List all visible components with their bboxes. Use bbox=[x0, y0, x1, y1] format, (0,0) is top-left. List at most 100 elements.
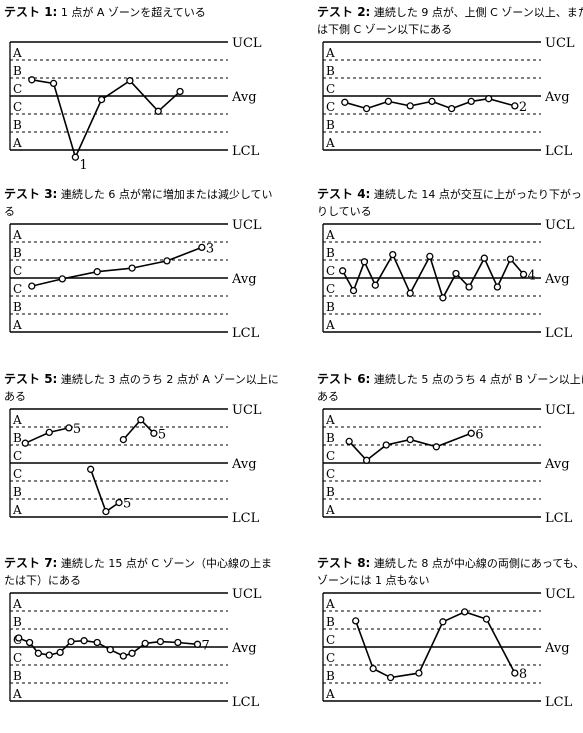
avg-label: Avg bbox=[544, 641, 570, 656]
panel-title: テスト 8: 連続した 8 点が中心線の両側にあっても、C ゾーンには 1 点も… bbox=[317, 555, 583, 589]
test-description: 連続した 3 点のうち 2 点が A ゾーン以上にある bbox=[4, 373, 279, 403]
data-point bbox=[452, 269, 460, 278]
ucl-label: UCL bbox=[232, 218, 262, 233]
data-point bbox=[15, 634, 23, 642]
zone-label: C bbox=[13, 449, 22, 463]
data-point bbox=[482, 615, 491, 623]
data-series-line bbox=[89, 469, 120, 513]
control-chart: ABCCBAUCLAvgLCL7 bbox=[9, 587, 262, 710]
zone-label: A bbox=[12, 413, 22, 427]
test-callout: 8 bbox=[519, 667, 527, 682]
test-callout: 5 bbox=[158, 427, 166, 442]
ucl-label: UCL bbox=[232, 587, 262, 602]
data-point bbox=[345, 437, 353, 446]
data-point bbox=[65, 424, 73, 432]
panel-title: テスト 3: 連続した 6 点が常に増加または減少している bbox=[4, 186, 280, 220]
test-description: 連続した 15 点が C ゾーン（中心線の上または下）にある bbox=[4, 557, 272, 587]
data-point bbox=[467, 97, 475, 106]
data-point bbox=[352, 617, 360, 625]
data-series-line bbox=[31, 246, 203, 287]
zone-label: A bbox=[325, 413, 335, 427]
test-panel-2: テスト 2: 連続した 9 点が、上側 C ゾーン以上、または下側 C ゾーン以… bbox=[317, 4, 583, 182]
avg-label: Avg bbox=[544, 272, 570, 287]
ucl-label: UCL bbox=[232, 36, 262, 51]
data-point bbox=[406, 102, 414, 110]
ucl-label: UCL bbox=[545, 36, 575, 51]
data-series-line bbox=[122, 418, 155, 441]
test-description: 連続した 8 点が中心線の両側にあっても、C ゾーンには 1 点もない bbox=[317, 557, 583, 587]
data-point bbox=[349, 286, 358, 295]
avg-label: Avg bbox=[544, 457, 570, 472]
panel-title: テスト 1: 1 点が A ゾーンを超えている bbox=[4, 4, 280, 21]
data-point bbox=[141, 639, 149, 648]
data-point bbox=[428, 97, 436, 106]
zone-label: C bbox=[13, 264, 22, 278]
lcl-label: LCL bbox=[545, 511, 573, 526]
data-point bbox=[128, 264, 136, 272]
data-point bbox=[67, 637, 75, 646]
data-point bbox=[137, 416, 145, 424]
data-point bbox=[28, 282, 36, 290]
zone-label: C bbox=[13, 467, 22, 481]
zone-label: C bbox=[326, 651, 335, 665]
data-point bbox=[163, 257, 171, 265]
avg-label: Avg bbox=[231, 272, 257, 287]
test-panel-7: テスト 7: 連続した 15 点が C ゾーン（中心線の上または下）にある A B C… bbox=[4, 555, 294, 733]
test-description: 連続した 14 点が交互に上がったり下がったりしている bbox=[317, 188, 583, 218]
lcl-label: LCL bbox=[232, 326, 260, 341]
test-label: テスト 2: bbox=[317, 5, 371, 19]
data-point bbox=[80, 637, 88, 645]
test-label: テスト 3: bbox=[4, 187, 58, 201]
data-point bbox=[128, 649, 136, 657]
data-point bbox=[384, 97, 393, 106]
data-point bbox=[87, 465, 95, 473]
zone-label: C bbox=[13, 82, 22, 96]
data-point bbox=[465, 283, 473, 291]
data-point bbox=[119, 435, 128, 444]
data-point bbox=[45, 651, 53, 659]
data-point bbox=[519, 270, 528, 279]
data-point bbox=[432, 443, 441, 451]
zone-label: B bbox=[13, 246, 22, 260]
data-point bbox=[193, 640, 202, 648]
zone-label: C bbox=[13, 100, 22, 114]
test-label: テスト 8: bbox=[317, 556, 371, 570]
zone-label: A bbox=[12, 46, 22, 60]
data-point bbox=[154, 107, 162, 115]
zone-label: B bbox=[326, 118, 335, 132]
zone-label: B bbox=[326, 615, 335, 629]
data-point bbox=[439, 294, 447, 302]
ucl-label: UCL bbox=[232, 403, 262, 418]
data-point bbox=[45, 428, 53, 437]
zone-label: B bbox=[13, 431, 22, 445]
zone-label: B bbox=[13, 669, 22, 683]
data-point bbox=[386, 673, 395, 682]
zone-label: B bbox=[326, 669, 335, 683]
avg-label: Avg bbox=[231, 457, 257, 472]
data-series-line bbox=[348, 432, 472, 462]
data-point bbox=[150, 429, 158, 437]
avg-label: Avg bbox=[544, 90, 570, 105]
panel-title: テスト 5: 連続した 3 点のうち 2 点が A ゾーン以上にある bbox=[4, 371, 280, 405]
lcl-label: LCL bbox=[545, 326, 573, 341]
data-point bbox=[97, 95, 106, 104]
zone-label: A bbox=[325, 503, 335, 517]
data-series-line bbox=[341, 252, 525, 300]
data-point bbox=[493, 283, 502, 291]
zone-label: A bbox=[325, 687, 335, 701]
zone-label: A bbox=[12, 503, 22, 517]
data-point bbox=[21, 439, 29, 447]
data-point bbox=[176, 87, 184, 96]
panel-title: テスト 4: 連続した 14 点が交互に上がったり下がったりしている bbox=[317, 186, 583, 220]
zone-label: A bbox=[12, 597, 22, 611]
zone-label: C bbox=[326, 100, 335, 114]
data-point bbox=[34, 649, 42, 657]
data-point bbox=[511, 102, 519, 110]
test-label: テスト 6: bbox=[317, 372, 371, 386]
test-callout: 5 bbox=[73, 422, 81, 437]
